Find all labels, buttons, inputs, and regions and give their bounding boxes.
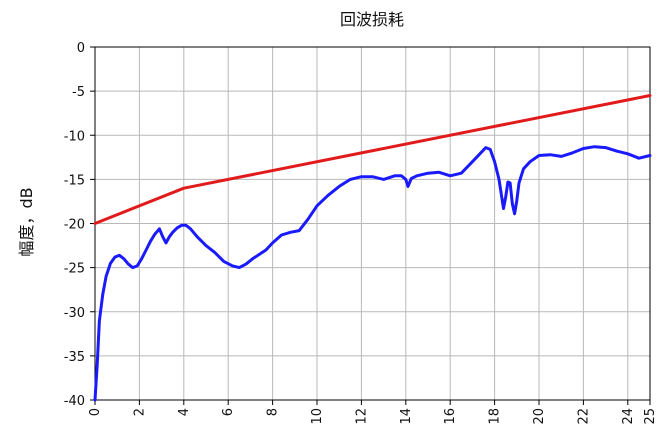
x-tick-label: 6 — [221, 408, 236, 416]
chart-title: 回波损耗 — [340, 10, 404, 29]
y-tick-label: -35 — [64, 350, 85, 365]
tick-labels: 0 2 4 6 8 10 12 14 16 18 20 22 24 250-5-10-15-20-25-3… — [64, 41, 658, 425]
x-tick-label: 24 — [621, 408, 636, 425]
x-tick-label: 8 — [266, 408, 281, 416]
x-tick-label: 12 — [354, 408, 369, 425]
y-tick-label: -5 — [72, 85, 85, 100]
series-layer — [93, 94, 652, 402]
x-tick-label: 16 — [443, 408, 458, 425]
axis-ticks — [90, 46, 651, 405]
y-tick-label: -15 — [64, 173, 85, 188]
y-axis-label: 幅度，dB — [17, 187, 36, 256]
series-line-1 — [93, 145, 652, 402]
x-tick-label: 0 — [88, 408, 103, 416]
y-tick-label: -10 — [64, 129, 85, 144]
series-line-0 — [93, 94, 652, 225]
y-tick-label: 0 — [77, 41, 85, 56]
y-tick-label: -25 — [64, 262, 85, 277]
x-tick-label: 18 — [488, 408, 503, 425]
x-tick-label: 10 — [310, 408, 325, 425]
y-tick-label: -20 — [64, 218, 85, 233]
y-tick-label: -40 — [64, 394, 85, 409]
x-tick-label: 4 — [177, 408, 192, 416]
x-tick-label: 25 — [643, 408, 658, 425]
x-tick-label: 20 — [532, 408, 547, 425]
x-tick-label: 14 — [399, 408, 414, 425]
x-tick-label: 2 — [132, 408, 147, 416]
grid-layer — [95, 47, 650, 400]
y-tick-label: -30 — [64, 306, 85, 321]
x-tick-label: 22 — [576, 408, 591, 425]
